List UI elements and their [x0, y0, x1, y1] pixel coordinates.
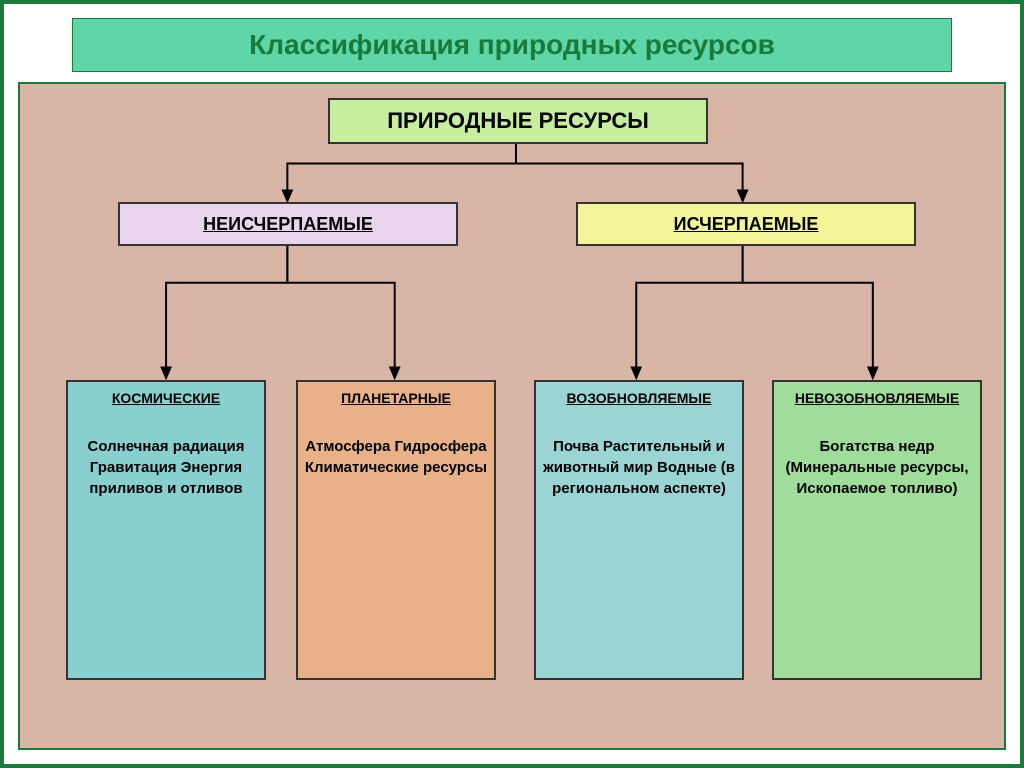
node-exhaustible: ИСЧЕРПАЕМЫЕ [576, 202, 916, 246]
leaf-cosmic-body: Солнечная радиация Гравитация Энергия пр… [74, 436, 258, 499]
diagram-area: ПРИРОДНЫЕ РЕСУРСЫ НЕИСЧЕРПАЕМЫЕ ИСЧЕРПАЕ… [18, 82, 1006, 750]
leaf-nonrenewable-body: Богатства недр (Минеральные ресурсы, Иск… [780, 436, 974, 499]
leaf-planetary-body: Атмосфера Гидросфера Климатические ресур… [304, 436, 488, 478]
leaf-nonrenewable-header: НЕВОЗОБНОВЛЯЕМЫЕ [795, 390, 959, 406]
title-banner: Классификация природных ресурсов [72, 18, 952, 72]
leaf-renewable: ВОЗОБНОВЛЯЕМЫЕ Почва Растительный и живо… [534, 380, 744, 680]
node-exhaustible-label: ИСЧЕРПАЕМЫЕ [674, 214, 819, 235]
leaf-cosmic: КОСМИЧЕСКИЕ Солнечная радиация Гравитаци… [66, 380, 266, 680]
node-root: ПРИРОДНЫЕ РЕСУРСЫ [328, 98, 708, 144]
leaf-renewable-header: ВОЗОБНОВЛЯЕМЫЕ [567, 390, 712, 406]
node-inexhaustible: НЕИСЧЕРПАЕМЫЕ [118, 202, 458, 246]
node-root-label: ПРИРОДНЫЕ РЕСУРСЫ [387, 108, 649, 134]
leaf-renewable-body: Почва Растительный и животный мир Водные… [542, 436, 736, 499]
node-inexhaustible-label: НЕИСЧЕРПАЕМЫЕ [203, 214, 373, 235]
leaf-planetary-header: ПЛАНЕТАРНЫЕ [341, 390, 451, 406]
leaf-nonrenewable: НЕВОЗОБНОВЛЯЕМЫЕ Богатства недр (Минерал… [772, 380, 982, 680]
leaf-planetary: ПЛАНЕТАРНЫЕ Атмосфера Гидросфера Климати… [296, 380, 496, 680]
leaf-cosmic-header: КОСМИЧЕСКИЕ [112, 390, 220, 406]
outer-frame: Классификация природных ресурсов ПРИРОДН… [0, 0, 1024, 768]
